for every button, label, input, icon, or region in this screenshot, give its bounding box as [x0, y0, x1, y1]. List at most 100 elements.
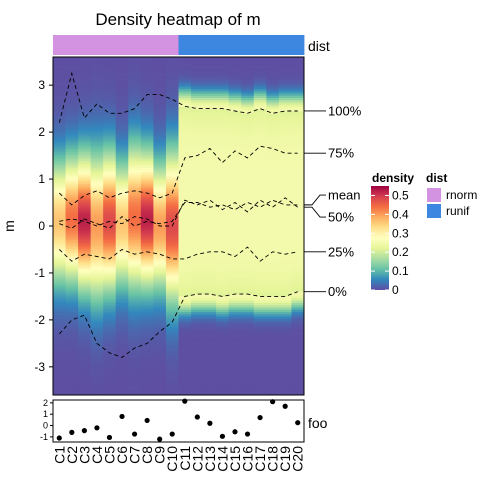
density-cell	[278, 284, 292, 288]
density-cell	[128, 300, 142, 304]
density-cell	[115, 365, 129, 369]
density-cell	[291, 352, 305, 355]
density-cell	[266, 153, 280, 157]
density-cell	[191, 372, 204, 376]
density-cell	[191, 266, 204, 270]
density-cell	[115, 108, 129, 112]
density-cell	[291, 151, 305, 155]
density-cell	[78, 307, 92, 310]
density-cell	[103, 275, 117, 279]
density-cell	[165, 138, 179, 141]
density-cell	[140, 203, 154, 207]
foo-point	[295, 420, 301, 426]
density-cell	[203, 216, 217, 220]
density-cell	[90, 203, 104, 207]
density-cell	[253, 329, 267, 333]
density-cell	[65, 126, 79, 130]
density-cell	[165, 214, 179, 218]
density-cell	[266, 178, 280, 182]
density-cell	[291, 246, 305, 249]
density-cell	[203, 115, 217, 119]
density-cell	[90, 167, 104, 171]
density-cell	[291, 334, 305, 337]
density-cell	[228, 237, 242, 240]
density-cell	[65, 149, 79, 153]
density-cell	[203, 347, 217, 351]
density-cell	[78, 239, 92, 243]
density-cell	[115, 298, 129, 301]
density-cell	[103, 318, 117, 322]
density-cell	[103, 102, 117, 105]
density-cell	[203, 133, 217, 137]
density-cell	[216, 212, 230, 216]
density-cell	[103, 165, 117, 168]
density-cell	[90, 343, 104, 346]
density-cell	[128, 90, 142, 94]
density-cell	[140, 327, 154, 331]
density-cell	[266, 311, 280, 315]
density-cell	[65, 275, 79, 279]
density-cell	[115, 205, 129, 209]
density-cell	[115, 379, 129, 382]
density-cell	[78, 273, 92, 276]
density-cell	[165, 106, 179, 110]
density-cell	[203, 232, 217, 236]
density-cell	[228, 230, 242, 234]
density-cell	[253, 99, 267, 103]
density-cell	[103, 79, 117, 83]
density-cell	[90, 273, 104, 276]
density-cell	[53, 264, 66, 267]
density-cell	[266, 63, 280, 67]
density-cell	[115, 90, 129, 94]
density-cell	[140, 275, 154, 279]
density-cell	[78, 149, 92, 153]
density-cell	[78, 363, 92, 367]
density-cell	[90, 264, 104, 267]
density-cell	[266, 165, 280, 168]
density-cell	[128, 259, 142, 263]
density-cell	[178, 271, 192, 274]
density-cell	[103, 334, 117, 337]
density-cell	[128, 144, 142, 148]
density-cell	[140, 212, 154, 216]
density-cell	[140, 255, 154, 258]
density-cell	[165, 331, 179, 335]
density-cell	[65, 365, 79, 369]
density-cell	[53, 149, 66, 153]
density-cell	[65, 370, 79, 373]
density-cell	[228, 291, 242, 294]
density-cell	[216, 126, 230, 130]
density-cell	[153, 228, 167, 231]
density-cell	[128, 171, 142, 175]
density-cell	[266, 102, 280, 105]
density-cell	[178, 63, 192, 67]
density-cell	[191, 230, 204, 234]
density-cell	[103, 210, 117, 213]
density-cell	[78, 138, 92, 141]
density-cell	[241, 133, 255, 137]
density-cell	[203, 162, 217, 166]
density-cell	[266, 129, 280, 132]
density-cell	[291, 201, 305, 204]
density-cell	[53, 259, 66, 263]
density-cell	[53, 160, 66, 164]
density-cell	[216, 201, 230, 204]
density-cell	[78, 158, 92, 162]
dist-annotation-cell	[278, 35, 292, 55]
density-cell	[165, 122, 179, 125]
density-cell	[128, 345, 142, 349]
density-cell	[241, 196, 255, 200]
density-cell	[253, 352, 267, 355]
density-cell	[65, 268, 79, 272]
density-cell	[216, 300, 230, 304]
density-cell	[65, 385, 79, 389]
density-cell	[65, 180, 79, 184]
density-cell	[165, 120, 179, 123]
density-cell	[165, 151, 179, 155]
density-cell	[253, 86, 267, 89]
density-cell	[90, 302, 104, 306]
density-cell	[228, 264, 242, 267]
density-cell	[65, 302, 79, 306]
density-cell	[128, 318, 142, 322]
density-cell	[203, 336, 217, 340]
